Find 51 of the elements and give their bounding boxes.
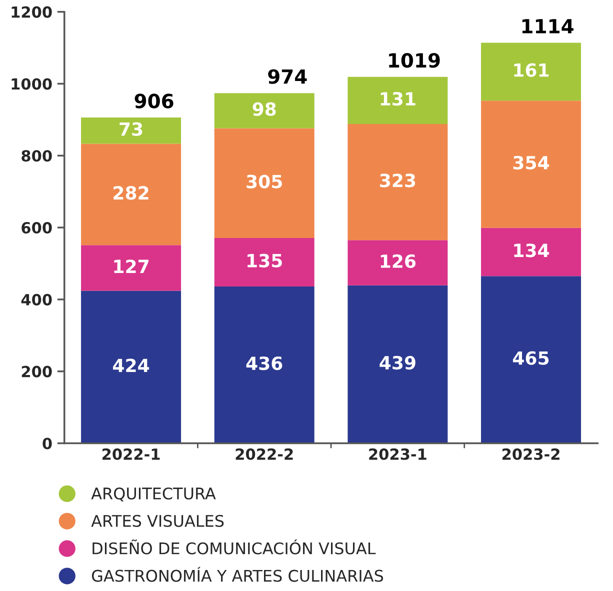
- legend-label: ARTES VISUALES: [91, 514, 224, 527]
- total-label: 974: [268, 69, 307, 84]
- bar: [348, 285, 448, 444]
- y-tick-label: 400: [21, 294, 52, 306]
- data-label: 98: [252, 102, 276, 116]
- data-label: 323: [380, 174, 416, 188]
- bar: [481, 228, 582, 276]
- x-tick-label: 2022-1: [102, 448, 160, 460]
- data-label: 73: [120, 122, 142, 136]
- bar: [481, 276, 582, 444]
- data-label: 305: [246, 174, 282, 188]
- x-tick-label: 2023-1: [369, 448, 426, 460]
- bar: [348, 124, 448, 240]
- legend-label: DISEÑO DE COMUNICACIÓN VISUAL: [92, 539, 376, 554]
- x-tick-label: 2023-2: [502, 448, 560, 460]
- data-label: 126: [380, 254, 416, 268]
- bar: [214, 238, 314, 286]
- total-label: 906: [134, 94, 174, 108]
- data-label: 134: [514, 244, 550, 258]
- bar: [81, 118, 182, 144]
- data-label: 354: [513, 156, 550, 170]
- data-label: 127: [114, 260, 148, 273]
- y-tick-label: 800: [22, 150, 52, 162]
- bar: [481, 100, 582, 228]
- data-label: 439: [380, 356, 416, 370]
- bar: [214, 286, 314, 444]
- y-tick-label: 600: [22, 222, 52, 234]
- total-label: 1114: [522, 19, 574, 34]
- bar: [348, 240, 448, 286]
- bar: [214, 93, 314, 128]
- data-label: 135: [248, 254, 282, 268]
- data-label: 465: [512, 351, 549, 365]
- data-label: 436: [246, 356, 282, 370]
- bar: [81, 144, 182, 246]
- legend-label: GASTRONOMÍA Y ARTES CULINARIAS: [92, 566, 384, 582]
- y-tick-label: 1000: [12, 78, 52, 90]
- y-tick-label: 200: [22, 366, 52, 378]
- data-label: 161: [514, 63, 549, 77]
- total-label: 1019: [389, 53, 440, 68]
- y-tick-label: 1200: [12, 6, 52, 18]
- data-label: 131: [380, 92, 416, 106]
- bar: [348, 76, 448, 124]
- x-tick-label: 2022-2: [236, 448, 293, 460]
- y-tick-label: 0: [42, 438, 52, 450]
- data-label: 424: [112, 358, 150, 372]
- bar: [214, 128, 314, 238]
- data-label: 282: [114, 186, 148, 200]
- legend-label: ARQUITECTURA: [91, 487, 216, 502]
- bar: [81, 245, 182, 291]
- bar: [481, 42, 582, 101]
- bar: [81, 290, 182, 444]
